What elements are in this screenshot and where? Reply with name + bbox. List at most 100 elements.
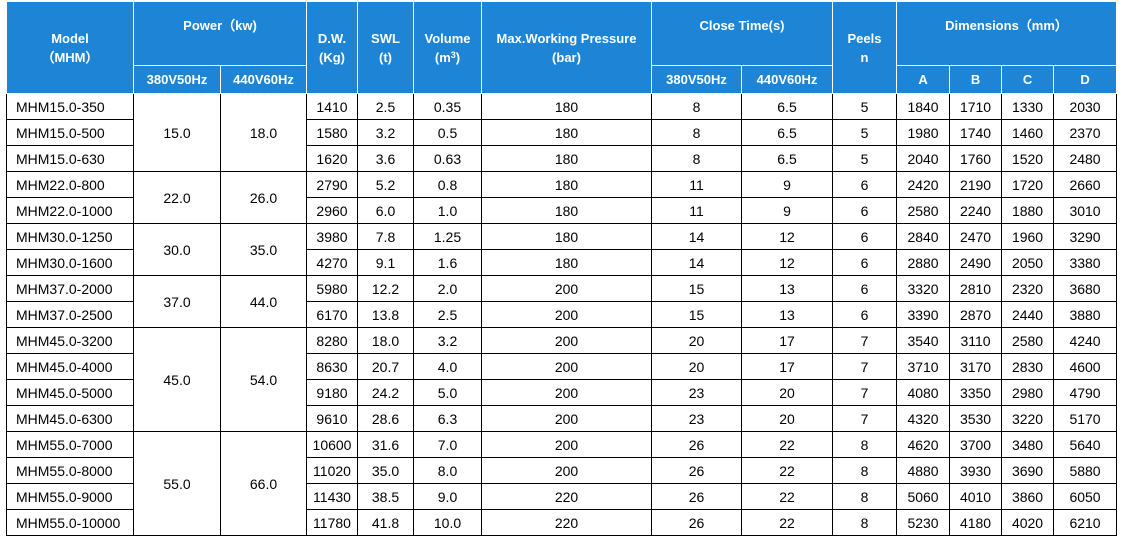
cell-dim-a: 4080 xyxy=(896,379,951,406)
cell-peels: 8 xyxy=(832,457,898,484)
cell-dw: 5980 xyxy=(306,275,358,302)
cell-model: MHM55.0-10000 xyxy=(6,509,134,536)
cell-model: MHM55.0-7000 xyxy=(6,431,134,458)
cell-model: MHM15.0-350 xyxy=(6,93,134,120)
cell-swl: 12.2 xyxy=(357,275,414,302)
cell-dw: 1620 xyxy=(306,145,358,172)
cell-peels: 8 xyxy=(832,509,898,536)
cell-dim-b: 3170 xyxy=(949,353,1003,380)
table-row: MHM30.0-1600 4270 9.1 1.6 180 14 12 6 2880 2490 20… xyxy=(6,249,1118,276)
cell-peels: 6 xyxy=(832,301,898,328)
cell-close-440: 22 xyxy=(740,431,834,458)
cell-volume: 2.5 xyxy=(413,301,482,328)
cell-dw: 11020 xyxy=(306,457,358,484)
cell-volume: 4.0 xyxy=(413,353,482,380)
cell-pressure: 180 xyxy=(481,93,652,120)
cell-swl: 2.5 xyxy=(357,93,414,120)
table-row: MHM45.0-3200 45.0 54.0 8280 18.0 3.2 200 20 17 7 3… xyxy=(6,327,1118,432)
table-row: MHM15.0-350 15.0 18.0 1410 2.5 0.35 180 8 6.5 5 18… xyxy=(6,93,1118,172)
cell-dim-c: 2830 xyxy=(1001,353,1055,380)
cell-volume: 0.63 xyxy=(413,145,482,172)
header-volume: Volume (m3) xyxy=(413,1,482,94)
table-row: MHM15.0-630 1620 3.6 0.63 180 8 6.5 5 2040 1760 15… xyxy=(6,145,1118,172)
cell-dim-b: 4180 xyxy=(949,509,1003,536)
cell-volume: 9.0 xyxy=(413,483,482,510)
cell-dim-b: 3530 xyxy=(949,405,1003,432)
volume-unit-post: ) xyxy=(455,49,461,65)
cell-pressure: 180 xyxy=(481,171,652,198)
cell-swl: 20.7 xyxy=(357,353,414,380)
cell-dw: 1580 xyxy=(306,119,358,146)
cell-dim-a: 4880 xyxy=(896,457,951,484)
header-close-440: 440V60Hz xyxy=(740,65,834,94)
volume-unit-sup: 3 xyxy=(450,49,456,60)
cell-peels: 6 xyxy=(832,275,898,302)
cell-swl: 6.0 xyxy=(357,197,414,224)
cell-dim-a: 2880 xyxy=(896,249,951,276)
cell-dw: 9180 xyxy=(306,379,358,406)
cell-dim-d: 2030 xyxy=(1053,93,1118,120)
cell-power-440: 18.0 xyxy=(220,93,307,172)
cell-close-440: 12 xyxy=(740,249,834,276)
cell-swl: 5.2 xyxy=(357,171,414,198)
cell-dim-a: 5060 xyxy=(896,483,951,510)
cell-dim-d: 2660 xyxy=(1053,171,1118,198)
cell-pressure: 200 xyxy=(481,301,652,328)
cell-dim-c: 1960 xyxy=(1001,223,1055,250)
cell-close-380: 15 xyxy=(651,301,742,328)
cell-volume: 3.2 xyxy=(413,327,482,354)
cell-volume: 7.0 xyxy=(413,431,482,458)
cell-dim-a: 1840 xyxy=(896,93,951,120)
cell-close-380: 26 xyxy=(651,431,742,458)
cell-pressure: 200 xyxy=(481,431,652,458)
table-row: MHM55.0-10000 11780 41.8 10.0 220 26 22 8 5230 41… xyxy=(6,509,1118,536)
header-swl-unit: (t) xyxy=(379,49,392,65)
header-model-label: Model xyxy=(51,30,89,46)
cell-dim-d: 2480 xyxy=(1053,145,1118,172)
cell-dim-b: 3930 xyxy=(949,457,1003,484)
cell-power-380: 37.0 xyxy=(133,275,221,328)
cell-dim-d: 4790 xyxy=(1053,379,1118,406)
cell-dim-a: 1980 xyxy=(896,119,951,146)
cell-dim-a: 4320 xyxy=(896,405,951,432)
cell-model: MHM45.0-4000 xyxy=(6,353,134,380)
cell-dim-d: 4600 xyxy=(1053,353,1118,380)
cell-power-380: 15.0 xyxy=(133,93,221,172)
cell-pressure: 180 xyxy=(481,249,652,276)
cell-dim-c: 1880 xyxy=(1001,197,1055,224)
cell-model: MHM55.0-8000 xyxy=(6,457,134,484)
cell-close-380: 11 xyxy=(651,197,742,224)
cell-model: MHM45.0-3200 xyxy=(6,327,134,354)
cell-close-380: 26 xyxy=(651,457,742,484)
table-body: MHM15.0-350 15.0 18.0 1410 2.5 0.35 180 8 6.5 5 18… xyxy=(6,93,1118,536)
cell-model: MHM22.0-1000 xyxy=(6,197,134,224)
cell-close-440: 20 xyxy=(740,379,834,406)
cell-dim-a: 5230 xyxy=(896,509,951,536)
cell-close-440: 9 xyxy=(740,197,834,224)
cell-dim-c: 3690 xyxy=(1001,457,1055,484)
header-pressure: Max.Working Pressure (bar) xyxy=(481,1,652,94)
table-row: MHM22.0-1000 2960 6.0 1.0 180 11 9 6 2580 2240 188… xyxy=(6,197,1118,224)
cell-pressure: 180 xyxy=(481,223,652,250)
cell-close-380: 8 xyxy=(651,93,742,120)
cell-swl: 3.6 xyxy=(357,145,414,172)
cell-swl: 9.1 xyxy=(357,249,414,276)
cell-dim-b: 4010 xyxy=(949,483,1003,510)
cell-dw: 2960 xyxy=(306,197,358,224)
cell-dim-b: 1760 xyxy=(949,145,1003,172)
cell-dim-d: 6210 xyxy=(1053,509,1118,536)
cell-peels: 5 xyxy=(832,119,898,146)
table-row: MHM55.0-7000 55.0 66.0 10600 31.6 7.0 200 26 22 8… xyxy=(6,431,1118,536)
cell-model: MHM22.0-800 xyxy=(6,171,134,198)
cell-pressure: 180 xyxy=(481,145,652,172)
header-dim-d: D xyxy=(1053,65,1118,94)
specification-table: Model （MHM） Power（kw) D.W. (Kg) SWL (t) … xyxy=(6,1,1118,536)
cell-dim-d: 3680 xyxy=(1053,275,1118,302)
cell-model: MHM55.0-9000 xyxy=(6,483,134,510)
cell-volume: 2.0 xyxy=(413,275,482,302)
header-peels: Peels n xyxy=(832,1,898,94)
header-close-380: 380V50Hz xyxy=(651,65,742,94)
cell-swl: 7.8 xyxy=(357,223,414,250)
table-row: MHM45.0-4000 8630 20.7 4.0 200 20 17 7 3710 3170 2… xyxy=(6,353,1118,380)
cell-model: MHM15.0-500 xyxy=(6,119,134,146)
